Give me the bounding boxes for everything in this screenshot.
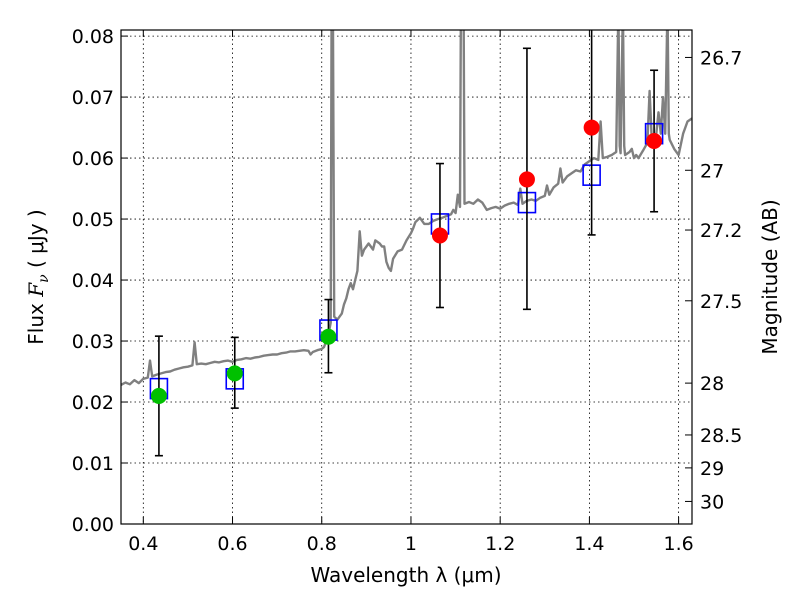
- x-tick-label: 1: [405, 533, 417, 555]
- x-tick-label: 1.6: [664, 533, 694, 555]
- y-tick-label: 0.05: [72, 209, 114, 231]
- mag-tick-label: 28.5: [700, 425, 742, 447]
- mag-tick-label: 27.5: [700, 291, 742, 313]
- spectrum-line: [121, 30, 692, 386]
- data-point: [320, 328, 337, 345]
- plot-frame: [120, 29, 693, 525]
- plot-area: [121, 30, 692, 457]
- x-tick-label: 0.6: [217, 533, 247, 555]
- axes: 0.4 0.6 0.8 1 1.2 1.4 1.6 0.00 0.01 0.02 0.03 0.04 0…: [72, 26, 743, 555]
- y-axis-label-symbol: F: [24, 282, 48, 298]
- mag-tick-label: 27.2: [700, 220, 742, 242]
- mag-tick-label: 30: [700, 491, 724, 513]
- data-point: [150, 387, 167, 404]
- y-axis-label-suffix: ( μJy ): [24, 209, 48, 274]
- y-tick-label: 0.03: [72, 331, 114, 353]
- data-point: [583, 119, 600, 136]
- data-point: [431, 227, 448, 244]
- x-axis-label: Wavelength λ (μm): [310, 563, 501, 587]
- y-axis-label-subscript: ν: [36, 274, 52, 283]
- mag-tick-label: 26.7: [700, 47, 742, 69]
- y-tick-label: 0.08: [72, 26, 114, 48]
- mag-tick-label: 29: [700, 458, 724, 480]
- data-point: [518, 171, 535, 188]
- x-tick-label: 1.4: [574, 533, 604, 555]
- x-tick-label: 0.8: [307, 533, 337, 555]
- y-tick-label: 0.01: [72, 453, 114, 475]
- y-axis-label-prefix: Flux: [24, 297, 48, 345]
- y-tick-label: 0.04: [72, 270, 114, 292]
- mag-tick-label: 27: [700, 160, 724, 182]
- data-point: [226, 365, 243, 382]
- y-tick-label: 0.06: [72, 148, 114, 170]
- y2-axis-label: Magnitude (AB): [758, 199, 782, 354]
- mag-tick-label: 28: [700, 373, 724, 395]
- y-tick-label: 0.02: [72, 392, 114, 414]
- x-tick-label: 1.2: [485, 533, 515, 555]
- y-axis-label: Flux Fν ( μJy ): [24, 209, 52, 344]
- x-tick-label: 0.4: [128, 533, 158, 555]
- y-tick-label: 0.00: [72, 514, 114, 536]
- y-tick-label: 0.07: [72, 87, 114, 109]
- data-point: [646, 132, 663, 149]
